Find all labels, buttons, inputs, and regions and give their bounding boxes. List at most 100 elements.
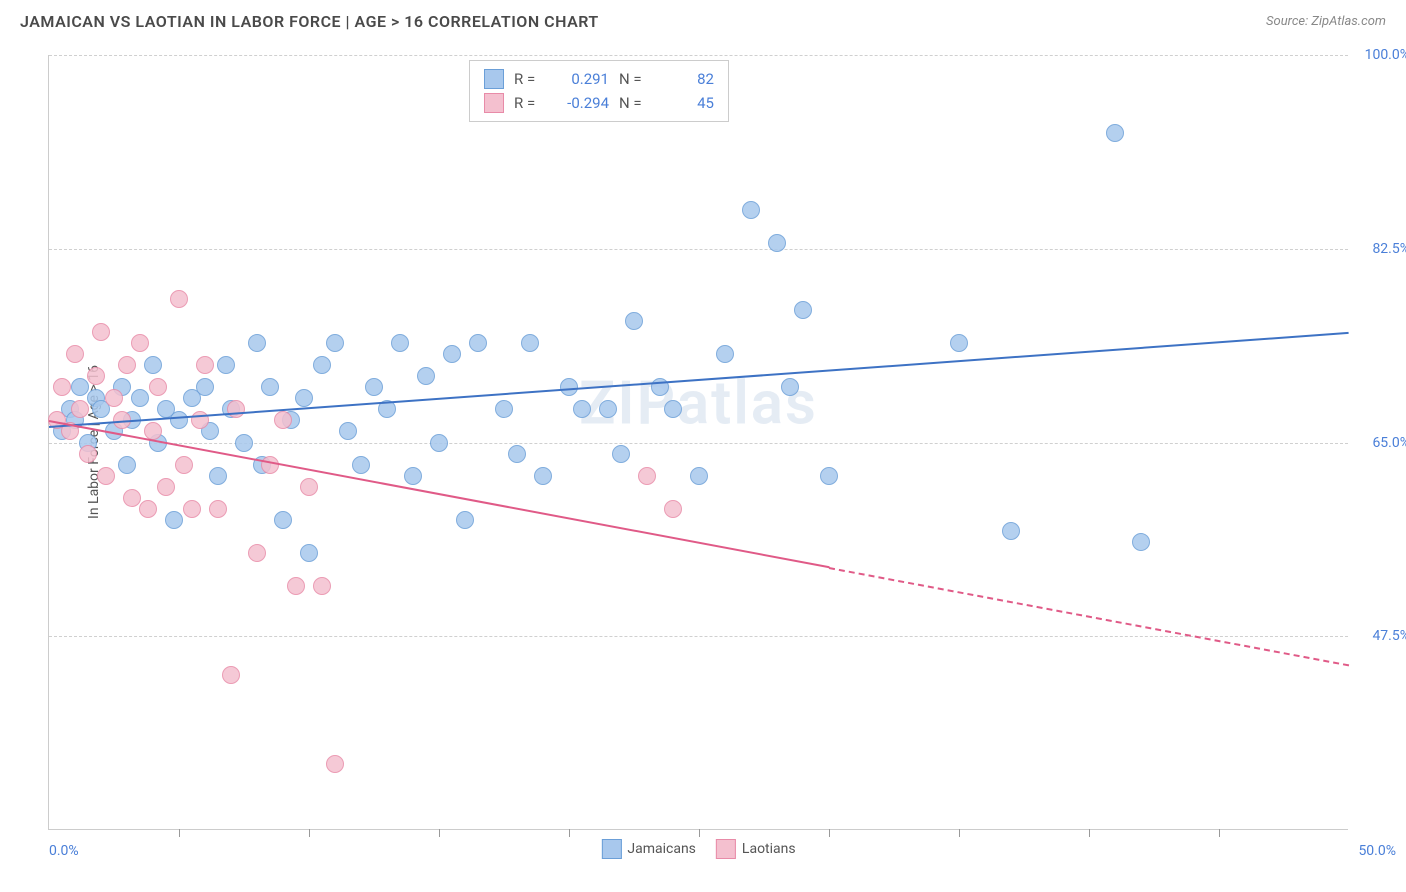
data-point — [612, 445, 630, 463]
data-point — [456, 511, 474, 529]
r-label: R = — [514, 70, 544, 88]
data-point — [664, 400, 682, 418]
data-point — [300, 478, 318, 496]
data-point — [417, 367, 435, 385]
data-point — [144, 356, 162, 374]
y-tick-label: 82.5% — [1372, 241, 1406, 257]
legend-swatch-jamaicans — [601, 839, 621, 859]
data-point — [248, 544, 266, 562]
data-point — [365, 378, 383, 396]
data-point — [599, 400, 617, 418]
data-point — [794, 301, 812, 319]
x-tick — [569, 829, 570, 837]
data-point — [71, 400, 89, 418]
data-point — [118, 456, 136, 474]
data-point — [664, 500, 682, 518]
data-point — [123, 489, 141, 507]
data-point — [716, 345, 734, 363]
data-point — [521, 334, 539, 352]
trend-line — [49, 332, 1349, 428]
legend-swatch-laotians — [716, 839, 736, 859]
chart-header: JAMAICAN VS LAOTIAN IN LABOR FORCE | AGE… — [0, 0, 1406, 39]
legend: Jamaicans Laotians — [601, 839, 795, 859]
data-point — [326, 334, 344, 352]
chart-title: JAMAICAN VS LAOTIAN IN LABOR FORCE | AGE… — [20, 12, 599, 31]
x-min-label: 0.0% — [49, 843, 79, 859]
y-tick-label: 47.5% — [1372, 628, 1406, 644]
x-tick — [829, 829, 830, 837]
data-point — [1132, 533, 1150, 551]
data-point — [1002, 522, 1020, 540]
stats-row-laotians: R = -0.294 N = 45 — [484, 91, 714, 115]
data-point — [227, 400, 245, 418]
n-label: N = — [619, 94, 649, 112]
data-point — [313, 356, 331, 374]
data-point — [391, 334, 409, 352]
legend-item-jamaicans: Jamaicans — [601, 839, 696, 859]
n-value-jamaicans: 82 — [659, 70, 714, 88]
data-point — [638, 467, 656, 485]
data-point — [352, 456, 370, 474]
scatter-chart: In Labor Force | Age > 16 ZIPatlas R = 0… — [48, 55, 1348, 830]
x-tick — [959, 829, 960, 837]
data-point — [157, 478, 175, 496]
data-point — [222, 666, 240, 684]
data-point — [404, 467, 422, 485]
data-point — [71, 378, 89, 396]
n-value-laotians: 45 — [659, 94, 714, 112]
data-point — [131, 389, 149, 407]
data-point — [196, 356, 214, 374]
data-point — [261, 378, 279, 396]
r-value-jamaicans: 0.291 — [554, 70, 609, 88]
data-point — [625, 312, 643, 330]
y-tick-label: 100.0% — [1365, 47, 1406, 63]
legend-label-laotians: Laotians — [742, 841, 796, 857]
legend-label-jamaicans: Jamaicans — [627, 841, 696, 857]
data-point — [508, 445, 526, 463]
data-point — [209, 467, 227, 485]
data-point — [92, 323, 110, 341]
data-point — [495, 400, 513, 418]
y-tick-label: 65.0% — [1372, 435, 1406, 451]
r-value-laotians: -0.294 — [554, 94, 609, 112]
data-point — [139, 500, 157, 518]
source-attribution: Source: ZipAtlas.com — [1266, 14, 1386, 29]
data-point — [573, 400, 591, 418]
n-label: N = — [619, 70, 649, 88]
data-point — [768, 234, 786, 252]
data-point — [149, 378, 167, 396]
data-point — [950, 334, 968, 352]
data-point — [534, 467, 552, 485]
data-point — [300, 544, 318, 562]
data-point — [235, 434, 253, 452]
data-point — [469, 334, 487, 352]
data-point — [274, 411, 292, 429]
data-point — [105, 389, 123, 407]
data-point — [313, 577, 331, 595]
x-tick — [439, 829, 440, 837]
data-point — [690, 467, 708, 485]
data-point — [820, 467, 838, 485]
stats-row-jamaicans: R = 0.291 N = 82 — [484, 67, 714, 91]
swatch-jamaicans — [484, 69, 504, 89]
data-point — [97, 467, 115, 485]
x-tick — [179, 829, 180, 837]
data-point — [1106, 124, 1124, 142]
data-point — [170, 411, 188, 429]
data-point — [443, 345, 461, 363]
trend-line — [829, 567, 1349, 666]
x-tick — [699, 829, 700, 837]
data-point — [217, 356, 235, 374]
data-point — [781, 378, 799, 396]
x-tick — [1089, 829, 1090, 837]
correlation-stats-box: R = 0.291 N = 82 R = -0.294 N = 45 — [469, 60, 729, 122]
data-point — [326, 755, 344, 773]
legend-item-laotians: Laotians — [716, 839, 796, 859]
data-point — [430, 434, 448, 452]
r-label: R = — [514, 94, 544, 112]
x-tick — [1219, 829, 1220, 837]
data-point — [170, 290, 188, 308]
data-point — [131, 334, 149, 352]
data-point — [165, 511, 183, 529]
data-point — [248, 334, 266, 352]
